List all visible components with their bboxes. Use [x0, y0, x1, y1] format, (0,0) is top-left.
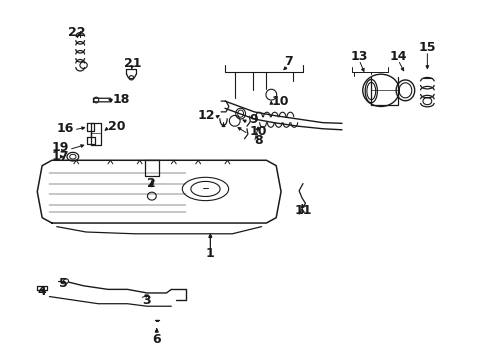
Text: 6: 6 — [152, 333, 161, 346]
Text: 20: 20 — [108, 120, 125, 133]
Text: 7: 7 — [284, 55, 292, 68]
Text: 9: 9 — [249, 113, 258, 126]
Text: 1: 1 — [205, 247, 214, 260]
Text: 2: 2 — [147, 177, 156, 190]
Text: 19: 19 — [51, 141, 69, 154]
Text: 8: 8 — [254, 134, 263, 147]
Text: 22: 22 — [67, 27, 85, 40]
Text: 18: 18 — [113, 93, 130, 106]
Text: 21: 21 — [123, 57, 141, 70]
Text: 4: 4 — [37, 285, 46, 298]
Text: 5: 5 — [59, 278, 68, 291]
Text: 11: 11 — [294, 204, 311, 217]
Text: 16: 16 — [56, 122, 74, 135]
Text: 10: 10 — [271, 95, 288, 108]
Text: 14: 14 — [388, 50, 406, 63]
Text: 3: 3 — [142, 294, 150, 307]
Text: 17: 17 — [52, 150, 69, 163]
Text: 12: 12 — [197, 109, 215, 122]
Text: 10: 10 — [249, 125, 266, 138]
Text: 13: 13 — [350, 50, 367, 63]
Text: 15: 15 — [418, 41, 435, 54]
